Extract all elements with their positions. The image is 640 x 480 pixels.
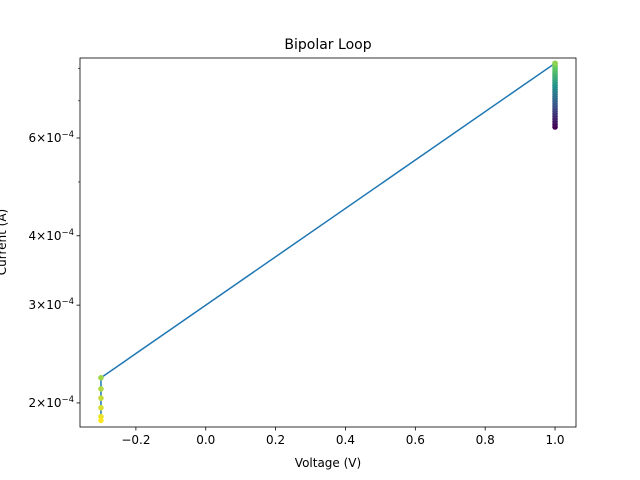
y-tick-label: 4×10−4 (29, 228, 75, 243)
y-tick-label: 3×10−4 (29, 297, 75, 312)
x-tick-label: 0.8 (476, 433, 495, 447)
x-tick-label: 0.0 (196, 433, 215, 447)
x-tick-label: 0.4 (336, 433, 355, 447)
y-tick-label: 2×10−4 (29, 395, 75, 410)
y-axis-ticks: 2×10−4 3×10−4 4×10−4 6×10−4 (29, 68, 80, 410)
chart-title: Bipolar Loop (284, 37, 371, 53)
data-point (98, 404, 104, 411)
y-tick-label: 6×10−4 (29, 130, 75, 145)
x-axis-label: Voltage (V) (295, 456, 361, 470)
axes-frame (79, 57, 577, 428)
data-point (98, 374, 104, 381)
x-axis-ticks: −0.2 0.0 0.2 0.4 0.6 0.8 1.0 (121, 427, 565, 447)
x-tick-label: 1.0 (545, 433, 564, 447)
plot-area (98, 60, 558, 424)
x-tick-label: −0.2 (121, 433, 150, 447)
x-tick-label: 0.2 (266, 433, 285, 447)
data-point (552, 60, 558, 67)
x-tick-label: 0.6 (406, 433, 425, 447)
y-axis-label: Current (A) (0, 209, 9, 275)
data-point (98, 386, 104, 392)
series-layer (98, 60, 558, 424)
data-point (98, 417, 104, 424)
data-point (98, 413, 104, 420)
data-point (98, 395, 104, 401)
